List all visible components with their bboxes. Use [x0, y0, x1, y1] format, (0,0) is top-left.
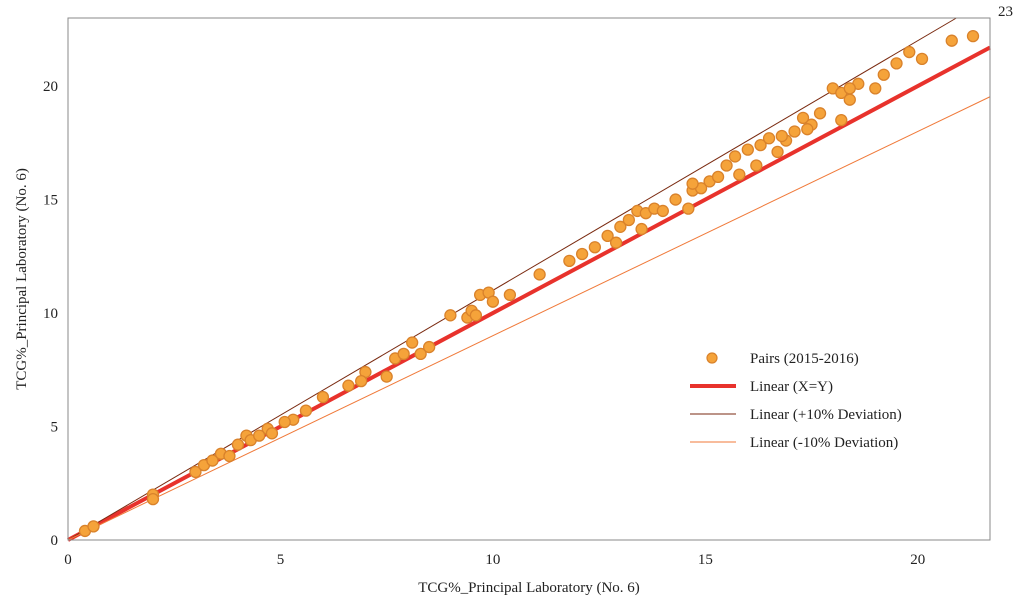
- data-point: [945, 34, 958, 47]
- data-point: [843, 93, 856, 106]
- data-point: [146, 492, 160, 506]
- y-tick-label: 15: [43, 193, 58, 209]
- data-point: [316, 390, 330, 404]
- data-point: [601, 229, 614, 243]
- data-point: [843, 82, 856, 95]
- data-point: [503, 288, 517, 302]
- data-point: [423, 340, 436, 354]
- data-point: [380, 370, 393, 383]
- data-point: [966, 30, 980, 43]
- data-point: [754, 138, 767, 152]
- data-point: [796, 111, 810, 125]
- data-point: [87, 520, 100, 533]
- data-point: [686, 177, 699, 190]
- legend-label: Linear (-10% Deviation): [750, 435, 898, 451]
- data-point: [265, 427, 279, 440]
- data-point: [915, 52, 929, 66]
- x-tick-label: 10: [485, 552, 500, 568]
- legend-label: Linear (X=Y): [750, 379, 833, 395]
- data-point: [775, 129, 788, 143]
- data-point: [622, 213, 635, 227]
- y-axis-title: TCG%_Principal Laboratory (No. 6): [14, 168, 30, 390]
- data-point: [469, 309, 483, 322]
- data-point: [414, 347, 427, 361]
- data-point: [771, 145, 784, 159]
- x-axis-title: TCG%_Principal Laboratory (No. 6): [418, 580, 640, 596]
- data-point: [741, 143, 754, 156]
- data-point: [635, 222, 648, 236]
- data-point: [206, 454, 219, 467]
- y-tick-label: 23: [998, 4, 1013, 20]
- y-tick-label: 5: [51, 420, 59, 436]
- legend-label: Linear (+10% Deviation): [750, 407, 902, 423]
- data-point: [563, 254, 576, 267]
- x-tick-label: 15: [698, 552, 713, 568]
- data-point: [342, 379, 355, 392]
- data-point: [890, 57, 903, 70]
- x-tick-label: 5: [277, 552, 285, 568]
- data-point: [835, 113, 848, 127]
- legend: Pairs (2015-2016) Linear (X=Y) Linear (+10…: [690, 351, 902, 451]
- data-point: [223, 449, 236, 463]
- data-point: [397, 347, 410, 361]
- y-tick-label: 20: [43, 79, 58, 95]
- y-axis-ticks: 0 5 10 15 20 23: [43, 4, 1013, 549]
- data-point: [682, 202, 695, 215]
- x-tick-label: 0: [64, 552, 72, 568]
- x-axis-ticks: 0 5 10 15 20: [64, 552, 925, 568]
- data-point: [575, 247, 589, 261]
- data-point: [711, 170, 725, 184]
- data-point: [278, 415, 291, 429]
- data-point: [299, 404, 313, 417]
- y-tick-label: 0: [51, 533, 59, 549]
- plot-frame: [67, 17, 991, 541]
- legend-marker: [706, 352, 718, 364]
- data-point: [231, 438, 245, 451]
- data-point: [869, 82, 882, 95]
- data-point: [486, 295, 500, 308]
- data-point: [609, 236, 623, 249]
- data-point: [801, 123, 814, 136]
- data-point: [189, 465, 202, 479]
- data-point: [788, 125, 801, 138]
- data-point: [253, 429, 266, 442]
- data-point: [406, 336, 419, 349]
- data-point: [813, 107, 827, 120]
- data-point: [750, 159, 763, 172]
- x-tick-label: 20: [910, 552, 925, 568]
- data-point: [355, 374, 368, 388]
- legend-label: Pairs (2015-2016): [750, 351, 859, 367]
- data-point: [533, 268, 546, 281]
- data-point: [588, 241, 602, 254]
- data-point: [903, 45, 916, 59]
- data-point: [669, 193, 682, 206]
- data-point: [720, 159, 733, 172]
- data-point: [762, 132, 776, 145]
- data-point: [656, 204, 669, 218]
- data-point: [444, 309, 457, 322]
- data-point: [614, 220, 627, 233]
- data-point: [728, 150, 742, 163]
- reference-line-3: [67, 96, 991, 541]
- y-tick-label: 10: [43, 306, 58, 322]
- data-points-group: [78, 30, 980, 538]
- data-point: [733, 168, 746, 181]
- data-point: [877, 68, 890, 81]
